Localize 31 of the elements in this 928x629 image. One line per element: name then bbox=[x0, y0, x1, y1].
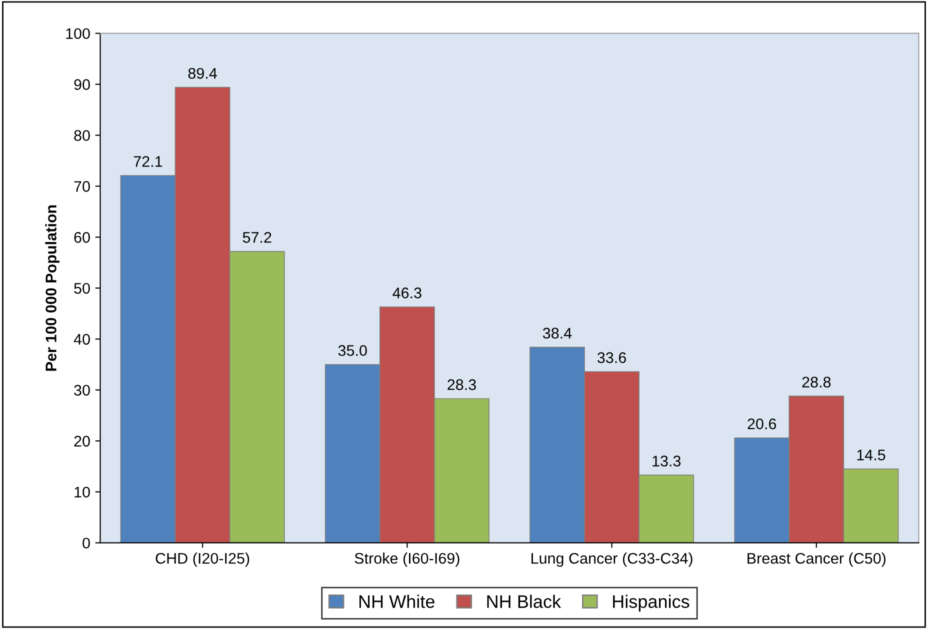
data-label: 89.4 bbox=[188, 68, 217, 79]
y-tick-label: 50 bbox=[74, 282, 90, 294]
data-label: 72.1 bbox=[134, 156, 162, 167]
data-label: 35.0 bbox=[338, 345, 367, 356]
x-tick-label: Stroke (I60-I69) bbox=[354, 552, 460, 567]
data-label: 33.6 bbox=[598, 352, 626, 364]
y-tick-label: 100 bbox=[66, 28, 90, 40]
legend-label: NH Black bbox=[487, 594, 562, 608]
data-label: 38.4 bbox=[542, 328, 572, 339]
y-tick-label: 60 bbox=[74, 232, 90, 243]
data-label: 20.6 bbox=[748, 418, 776, 430]
legend-label: NH White bbox=[359, 594, 434, 608]
y-tick-label: 0 bbox=[82, 538, 90, 549]
y-tick-label: 90 bbox=[74, 79, 90, 90]
y-axis-title: Per 100 000 Population bbox=[45, 205, 60, 371]
data-label: 28.3 bbox=[448, 379, 476, 390]
y-tick-label: 30 bbox=[74, 384, 90, 396]
data-label: 28.8 bbox=[802, 376, 831, 388]
y-tick-label: 20 bbox=[74, 436, 90, 447]
data-label: 13.3 bbox=[652, 456, 681, 466]
y-tick-label: 70 bbox=[74, 181, 90, 192]
x-tick-label: Breast Cancer (C50) bbox=[748, 552, 886, 567]
x-tick-label: CHD (I20-I25) bbox=[156, 552, 250, 567]
y-tick-label: 80 bbox=[74, 130, 90, 141]
data-label: 57.2 bbox=[242, 232, 272, 243]
y-tick-label: 10 bbox=[74, 486, 90, 498]
y-tick-label: 40 bbox=[74, 334, 90, 345]
legend-label: Hispanics bbox=[613, 594, 690, 612]
x-tick-label: Lung Cancer (C33-C34) bbox=[532, 552, 692, 567]
data-label: 14.5 bbox=[857, 450, 886, 460]
data-label: 46.3 bbox=[392, 288, 422, 298]
